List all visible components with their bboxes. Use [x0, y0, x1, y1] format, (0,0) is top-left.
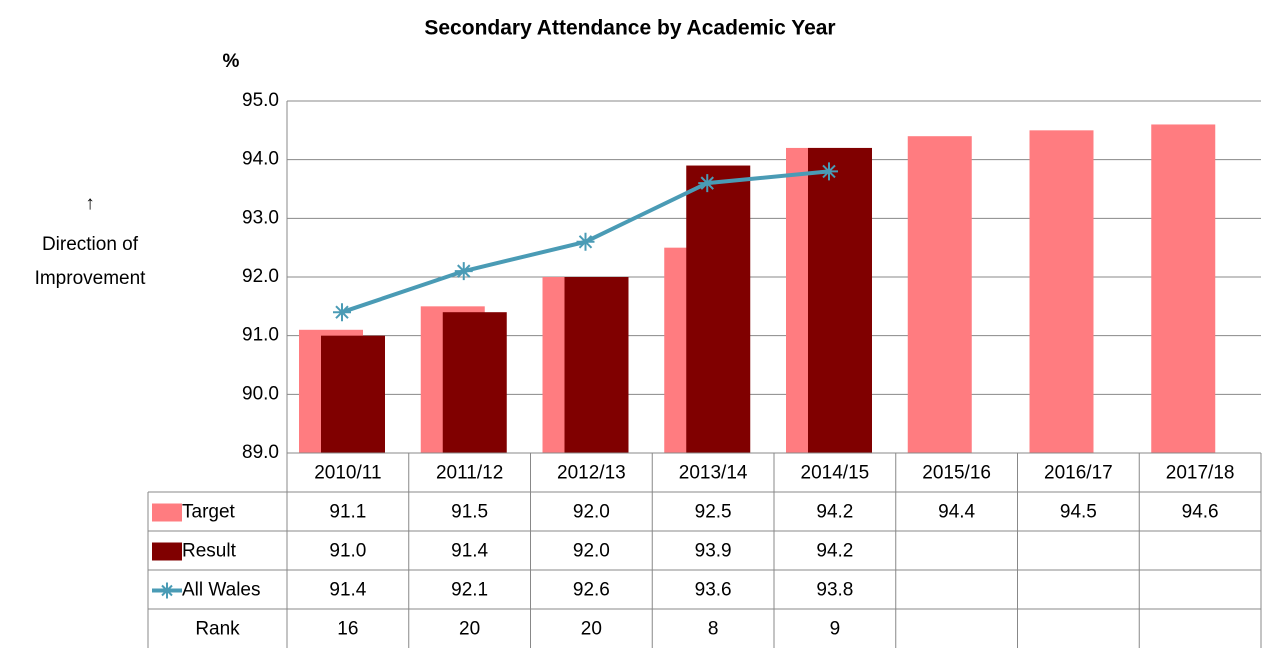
bar — [686, 165, 751, 454]
legend-label: Result — [182, 541, 237, 562]
marker — [576, 232, 595, 251]
x-tick-label: 2016/17 — [1044, 463, 1113, 484]
table-cell: 93.9 — [695, 541, 732, 562]
y-tick-label: 91.0 — [242, 325, 279, 346]
table-cell: 94.5 — [1060, 502, 1097, 523]
y-tick-label: 94.0 — [242, 149, 279, 170]
y-tick-label: 92.0 — [242, 266, 279, 287]
table-cell: 91.1 — [329, 502, 366, 523]
y-tick-label: 95.0 — [242, 90, 279, 111]
table-cell: 16 — [337, 619, 358, 640]
table-cell: 94.2 — [816, 502, 853, 523]
bar — [907, 136, 972, 453]
bar — [442, 312, 507, 453]
marker — [333, 303, 351, 322]
x-tick-label: 2011/12 — [436, 463, 503, 484]
table-cell: 8 — [708, 619, 719, 640]
x-tick-label: 2012/13 — [557, 463, 626, 484]
table-cell: 92.1 — [451, 580, 488, 601]
chart-title: Secondary Attendance by Academic Year — [424, 17, 835, 40]
annotation: Direction of — [42, 234, 139, 255]
x-tick-label: 2010/11 — [314, 463, 381, 484]
table-cell: 92.6 — [573, 580, 610, 601]
table-cell: 94.4 — [938, 502, 975, 523]
table-cell: 91.4 — [329, 580, 366, 601]
row-label: Rank — [195, 619, 240, 640]
x-tick-label: 2015/16 — [922, 463, 991, 484]
legend-swatch — [159, 582, 175, 599]
table-cell: 92.0 — [573, 541, 610, 562]
table-cell: 91.0 — [329, 541, 366, 562]
marker — [820, 162, 838, 181]
x-tick-label: 2013/14 — [679, 463, 748, 484]
table-cell: 94.2 — [816, 541, 853, 562]
marker — [698, 174, 717, 193]
table-cell: 9 — [830, 619, 841, 640]
legend-swatch — [152, 503, 182, 522]
bar — [1029, 130, 1094, 454]
bar — [321, 335, 385, 453]
bar — [1151, 124, 1216, 453]
annotation-arrow: ↑ — [85, 193, 95, 214]
legend-swatch — [152, 542, 182, 561]
y-tick-label: 89.0 — [242, 442, 279, 463]
table-cell: 93.6 — [695, 580, 732, 601]
y-tick-label: 90.0 — [242, 383, 279, 404]
table-cell: 92.5 — [695, 502, 732, 523]
table-cell: 92.0 — [573, 502, 610, 523]
y-axis-label: % — [223, 51, 240, 72]
table-cell: 20 — [581, 619, 602, 640]
legend-label: Target — [182, 502, 236, 523]
table-cell: 93.8 — [816, 580, 853, 601]
x-tick-label: 2017/18 — [1166, 463, 1235, 484]
table-cell: 91.5 — [451, 502, 488, 523]
table-cell: 20 — [459, 619, 480, 640]
table-cell: 94.6 — [1182, 502, 1219, 523]
table-cell: 91.4 — [451, 541, 488, 562]
bar — [808, 147, 872, 453]
y-tick-label: 93.0 — [242, 207, 279, 228]
marker — [454, 262, 473, 281]
x-tick-label: 2014/15 — [801, 463, 870, 484]
legend-label: All Wales — [182, 580, 260, 601]
annotation: Improvement — [35, 268, 147, 289]
bar — [564, 277, 629, 453]
